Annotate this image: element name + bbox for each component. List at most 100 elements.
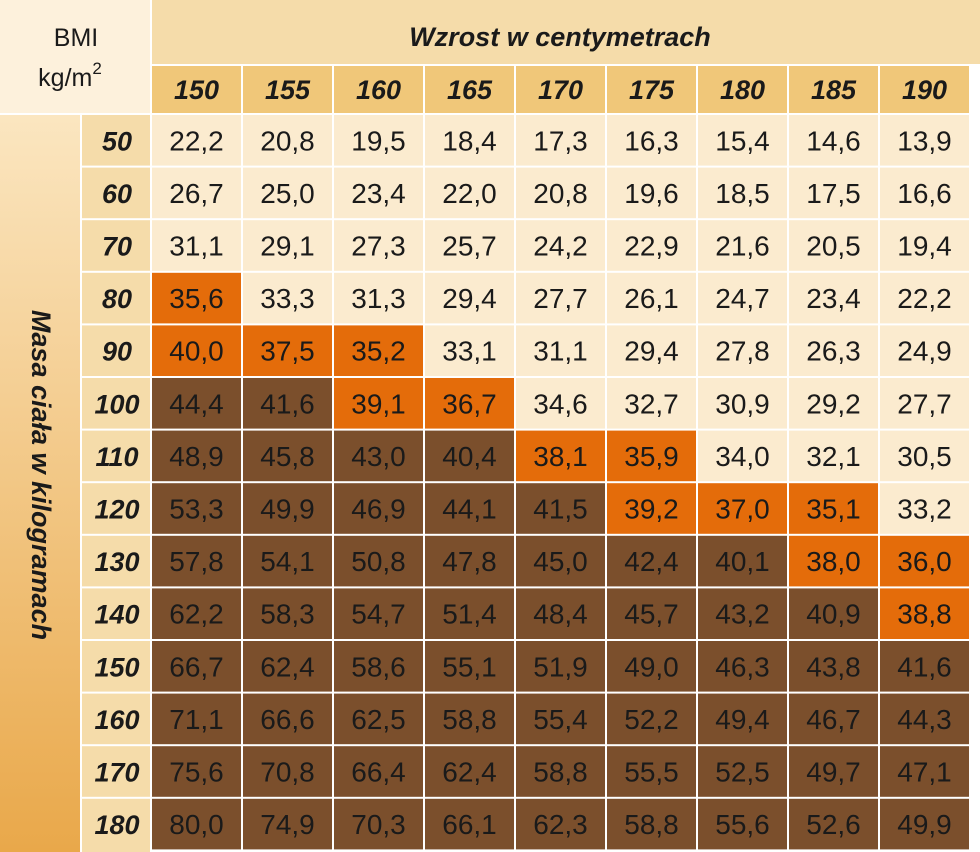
cell-value: 37,0 xyxy=(715,494,770,525)
cell-value: 31,1 xyxy=(169,231,224,262)
table-cell xyxy=(243,272,332,324)
cell-value: 22,2 xyxy=(897,283,952,314)
cell-value: 24,7 xyxy=(715,283,770,314)
table-cell xyxy=(516,588,605,639)
cell-value: 31,3 xyxy=(351,283,406,314)
row-header-divider xyxy=(82,639,150,641)
row-header-label: 130 xyxy=(94,547,139,577)
cell-value: 32,1 xyxy=(806,441,861,472)
table-cell xyxy=(880,483,969,534)
table-cell xyxy=(425,325,514,376)
cell-value: 55,4 xyxy=(533,704,588,735)
cell-value: 52,5 xyxy=(715,757,770,788)
cell-value: 51,9 xyxy=(533,651,588,682)
cell-value: 38,8 xyxy=(897,599,952,630)
cell-value: 35,9 xyxy=(624,441,679,472)
table-cell xyxy=(152,167,241,219)
cell-value: 20,8 xyxy=(260,125,315,156)
table-cell xyxy=(789,430,878,482)
cell-value: 75,6 xyxy=(169,757,224,788)
cell-value: 20,8 xyxy=(533,178,588,209)
cell-value: 46,7 xyxy=(806,704,861,735)
table-cell xyxy=(607,325,696,376)
table-cell xyxy=(516,378,605,429)
cell-value: 17,3 xyxy=(533,125,588,156)
cell-value: 24,9 xyxy=(897,336,952,367)
row-title-band xyxy=(0,115,80,852)
row-header-divider xyxy=(82,744,150,747)
cell-value: 26,3 xyxy=(806,336,861,367)
table-cell xyxy=(789,115,878,166)
cell-value: 27,8 xyxy=(715,336,770,367)
table-cell xyxy=(698,483,787,534)
table-cell xyxy=(698,167,787,219)
table-cell xyxy=(880,272,969,324)
table-cell xyxy=(789,220,878,271)
corner-label-unit: kg/m2 xyxy=(38,59,102,92)
table-cell xyxy=(334,746,423,797)
column-header-cell xyxy=(607,66,696,113)
table-cell xyxy=(516,272,605,324)
cell-value: 54,1 xyxy=(260,546,315,577)
cell-value: 40,4 xyxy=(442,441,497,472)
table-cell xyxy=(152,798,241,850)
table-cell xyxy=(425,483,514,534)
table-cell xyxy=(152,746,241,797)
row-header-label: 170 xyxy=(94,758,139,788)
table-cell xyxy=(789,693,878,745)
table-cell xyxy=(516,641,605,692)
table-cell xyxy=(698,325,787,376)
cell-value: 62,4 xyxy=(260,651,315,682)
table-cell xyxy=(152,378,241,429)
cell-value: 44,3 xyxy=(897,704,952,735)
table-cell xyxy=(516,798,605,850)
row-header-label: 150 xyxy=(94,652,139,682)
cell-value: 40,0 xyxy=(169,336,224,367)
table-cell xyxy=(425,588,514,639)
cell-value: 29,4 xyxy=(442,283,497,314)
row-header-label: 160 xyxy=(94,705,139,735)
table-cell xyxy=(243,746,332,797)
cell-value: 33,1 xyxy=(442,336,497,367)
table-cell xyxy=(789,378,878,429)
cell-value: 43,0 xyxy=(351,441,406,472)
cell-value: 57,8 xyxy=(169,546,224,577)
row-header-divider xyxy=(82,691,150,694)
table-cell xyxy=(880,535,969,587)
cell-value: 18,4 xyxy=(442,125,497,156)
table-cell xyxy=(607,535,696,587)
cell-value: 33,3 xyxy=(260,283,315,314)
cell-value: 48,9 xyxy=(169,441,224,472)
table-cell xyxy=(516,693,605,745)
table-cell xyxy=(607,588,696,639)
column-header-label: 155 xyxy=(265,75,311,105)
row-header-divider xyxy=(82,586,150,589)
table-cell xyxy=(698,693,787,745)
cell-value: 34,0 xyxy=(715,441,770,472)
cell-value: 16,3 xyxy=(624,125,679,156)
table-cell xyxy=(516,746,605,797)
table-cell xyxy=(880,220,969,271)
cell-value: 38,0 xyxy=(806,546,861,577)
cell-value: 58,8 xyxy=(442,704,497,735)
title-band xyxy=(152,0,980,64)
table-cell xyxy=(243,641,332,692)
table-cell xyxy=(698,588,787,639)
cell-value: 36,7 xyxy=(442,388,497,419)
table-cell xyxy=(516,430,605,482)
cell-value: 18,5 xyxy=(715,178,770,209)
cell-value: 35,2 xyxy=(351,336,406,367)
cell-value: 70,8 xyxy=(260,757,315,788)
cell-value: 55,5 xyxy=(624,757,679,788)
table-cell xyxy=(516,483,605,534)
table-cell xyxy=(152,430,241,482)
cell-value: 25,0 xyxy=(260,178,315,209)
table-cell xyxy=(425,535,514,587)
cell-value: 41,6 xyxy=(260,388,315,419)
table-cell xyxy=(243,167,332,219)
table-cell xyxy=(152,220,241,271)
table-cell xyxy=(243,693,332,745)
table-cell xyxy=(789,167,878,219)
cell-value: 46,9 xyxy=(351,494,406,525)
cell-value: 51,4 xyxy=(442,599,497,630)
